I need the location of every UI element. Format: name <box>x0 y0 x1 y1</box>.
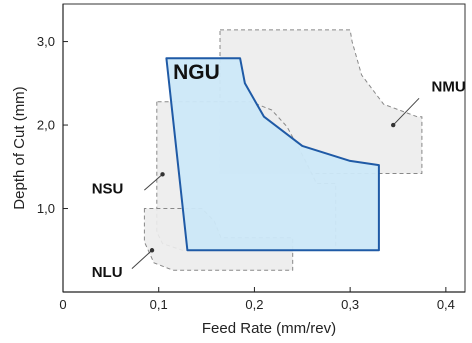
leader-nmu <box>392 97 420 126</box>
x-axis-title: Feed Rate (mm/rev) <box>202 320 336 337</box>
label-nlu: NLU <box>92 264 123 281</box>
region-ngu <box>165 57 380 252</box>
marker-nlu <box>149 248 155 253</box>
label-nmu: NMU <box>432 79 466 96</box>
marker-nmu <box>391 122 396 128</box>
y-axis-title: Depth of Cut (mm) <box>11 86 28 209</box>
y-tick-label: 2,0 <box>37 118 55 133</box>
leader-nlu <box>131 249 153 269</box>
origin-label: 0 <box>59 297 66 312</box>
label-ngu: NGU <box>173 61 220 84</box>
x-tick-label: 0,4 <box>437 297 455 312</box>
leader-nsu <box>144 173 163 191</box>
label-nsu: NSU <box>92 180 124 197</box>
x-tick-label: 0,1 <box>150 297 168 312</box>
marker-nsu <box>160 172 165 177</box>
x-tick-label: 0,3 <box>341 297 359 312</box>
y-tick-label: 3,0 <box>37 34 55 49</box>
y-tick-label: 1,0 <box>37 201 55 216</box>
x-tick-label: 0,2 <box>245 297 263 312</box>
